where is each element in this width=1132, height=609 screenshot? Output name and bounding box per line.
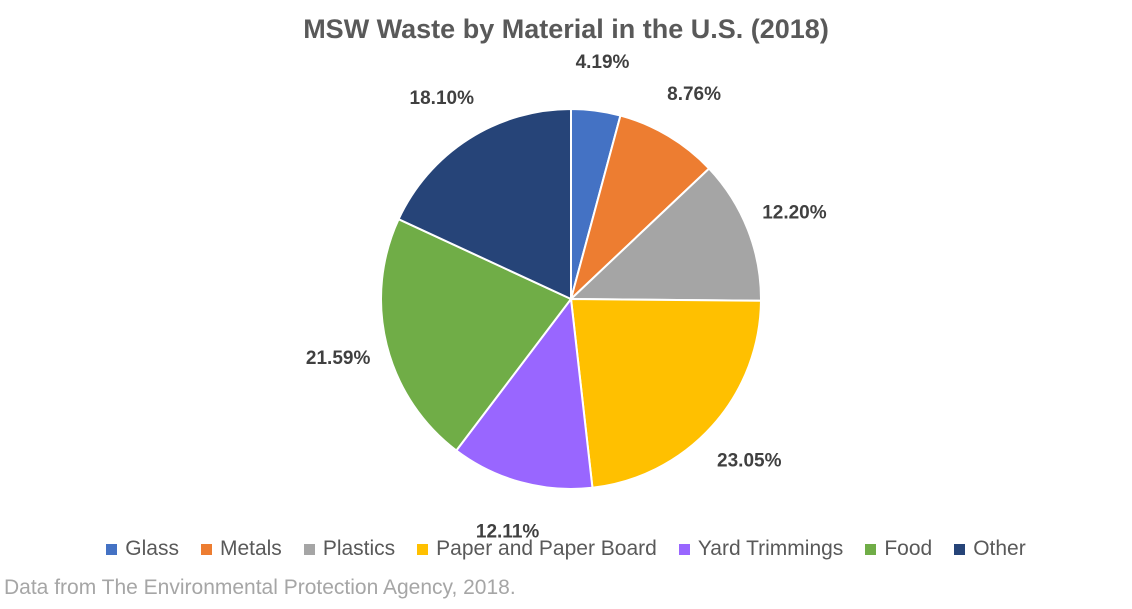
source-note: Data from The Environmental Protection A…	[4, 576, 516, 599]
legend-swatch	[303, 543, 315, 555]
legend-item-yard-trimmings: Yard Trimmings	[678, 537, 844, 561]
legend-item-other: Other	[954, 537, 1026, 561]
legend-swatch	[106, 543, 118, 555]
legend-swatch	[865, 543, 877, 555]
legend-label: Paper and Paper Board	[436, 537, 657, 560]
legend-label: Plastics	[322, 537, 396, 560]
data-label-paper-and-paper-board: 23.05%	[717, 451, 782, 472]
data-label-yard-trimmings: 12.11%	[476, 521, 539, 542]
data-label-other: 18.10%	[410, 88, 475, 109]
pie-slice-yard-trimmings	[454, 296, 594, 490]
legend-label: Other	[973, 537, 1026, 560]
data-label-food: 21.59%	[306, 348, 371, 369]
data-label-metals: 8.76%	[667, 84, 721, 105]
legend-label: Yard Trimmings	[697, 537, 844, 560]
chart-title: MSW Waste by Material in the U.S. (2018)	[303, 14, 829, 44]
legend: Glass Metals Plastics Paper and Paper Board…	[0, 537, 1132, 561]
pie-slice-other	[397, 107, 572, 301]
legend-item-metals: Metals	[200, 537, 282, 561]
legend-item-paper-and-paper-board: Paper and Paper Board	[417, 537, 657, 561]
pie-slice-metals	[569, 114, 711, 303]
legend-label: Metals	[219, 537, 282, 560]
legend-label: Food	[884, 537, 933, 560]
data-label-plastics: 12.20%	[762, 202, 827, 223]
pie-slice-plastics	[568, 167, 762, 302]
data-label-glass: 4.19%	[576, 52, 630, 73]
legend-swatch	[417, 543, 429, 555]
legend-swatch	[954, 543, 966, 555]
legend-item-glass: Glass	[106, 537, 179, 561]
legend-swatch	[678, 543, 690, 555]
legend-item-plastics: Plastics	[303, 537, 396, 561]
legend-swatch	[200, 543, 212, 555]
legend-item-food: Food	[865, 537, 932, 561]
legend-label: Glass	[125, 537, 179, 560]
pie-slice-paper-and-paper-board	[569, 297, 763, 489]
pie-slice-food	[380, 217, 573, 452]
